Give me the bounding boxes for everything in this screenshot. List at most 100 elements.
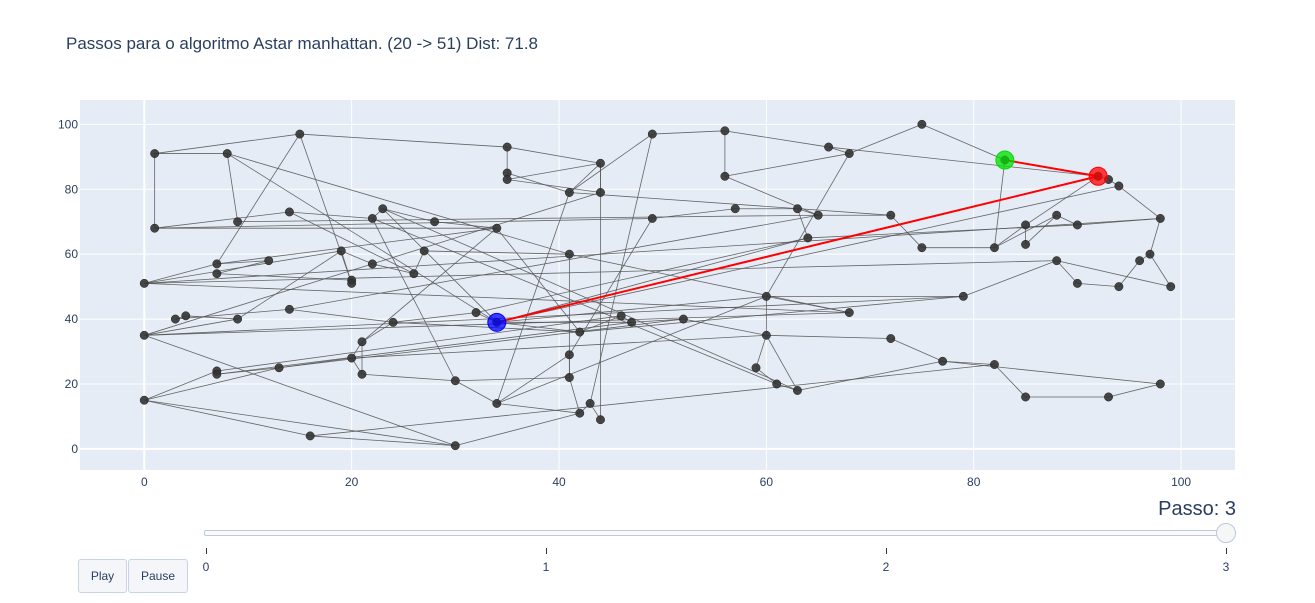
graph-edge (569, 192, 891, 216)
graph-edge (568, 377, 581, 414)
graph-node (139, 330, 149, 340)
graph-node (1155, 379, 1165, 389)
graph-node (471, 308, 481, 318)
graph-node (730, 204, 740, 214)
graph-edge (144, 367, 280, 401)
graph-edge (921, 123, 1005, 161)
graph-edge (289, 211, 373, 219)
graph-node (181, 311, 191, 321)
graph-edge (455, 377, 570, 382)
graph-node (347, 353, 357, 363)
graph-edge (144, 334, 456, 447)
graph-edge (1149, 218, 1161, 255)
x-tick-label: 100 (1171, 475, 1191, 489)
graph-node (1021, 392, 1031, 402)
graph-edges (144, 123, 1172, 447)
graph-node (627, 317, 637, 327)
current-node (1088, 166, 1108, 186)
graph-node (212, 269, 222, 279)
graph-node (720, 126, 730, 136)
pause-button[interactable]: Pause (128, 559, 188, 593)
graph-edge (507, 162, 601, 180)
graph-edge (216, 227, 497, 265)
graph-edge (216, 315, 622, 372)
graph-edge (890, 338, 943, 362)
graph-node (1145, 249, 1155, 259)
graph-node (139, 278, 149, 288)
graph-edge (382, 208, 498, 323)
path-segment (1004, 159, 1099, 178)
graph-edge (185, 315, 238, 320)
graph-edge (144, 263, 373, 336)
graph-node (647, 214, 657, 223)
graph-node (1166, 282, 1176, 292)
graph-edge (144, 218, 1161, 284)
graph-node (958, 291, 968, 301)
graph-edge (994, 224, 1026, 248)
graph-node (502, 142, 512, 152)
graph-edge (507, 172, 570, 193)
graph-node (222, 149, 232, 159)
graph-node (419, 246, 429, 256)
graph-edge (226, 153, 238, 222)
graph-node (575, 408, 585, 418)
graph-edge (724, 175, 819, 216)
graph-edge (279, 318, 684, 369)
graph-edge (766, 334, 891, 339)
graph-edge (724, 153, 850, 177)
graph-node (1021, 239, 1031, 249)
y-tick-label: 100 (58, 117, 78, 131)
graph-node (564, 350, 574, 360)
graph-edge (496, 295, 767, 323)
graph-edge (393, 312, 477, 323)
slider-rail[interactable] (204, 530, 1228, 536)
graph-node (1155, 214, 1165, 223)
slider-handle[interactable] (1216, 523, 1236, 543)
graph-edge (372, 218, 777, 385)
graph-node (170, 314, 180, 324)
graph-edge (424, 250, 570, 255)
graph-edge (1149, 253, 1172, 287)
graph-edge (496, 192, 570, 404)
graph-edge (1108, 383, 1161, 398)
graph-node (585, 399, 595, 408)
graph-node (564, 373, 574, 382)
graph-node (1072, 220, 1082, 230)
graph-edge (797, 208, 809, 239)
graph-edge (507, 146, 601, 164)
graph-edge (455, 380, 497, 404)
graph-edge (942, 360, 1161, 385)
graph-node (720, 171, 730, 181)
slider-tick-label: 0 (202, 560, 210, 574)
graph-node (917, 119, 927, 129)
graph-edge (724, 130, 829, 148)
goal-node (995, 150, 1015, 170)
graph-edge (1056, 260, 1078, 284)
x-tick-label: 40 (552, 475, 566, 489)
play-button[interactable]: Play (78, 559, 127, 593)
highlighted-nodes (487, 150, 1108, 332)
graph-node (378, 204, 388, 214)
step-value: 3 (1224, 498, 1236, 520)
graph-node (305, 431, 315, 441)
graph-edge (361, 321, 394, 343)
x-tick-label: 0 (141, 475, 148, 489)
graph-node (1021, 220, 1031, 230)
graph-edge (144, 370, 218, 401)
graph-node (409, 269, 419, 279)
graph-edge (372, 263, 414, 275)
graph-edge (994, 364, 1026, 398)
graph-node (357, 337, 367, 347)
y-tick-label: 80 (65, 182, 79, 196)
graph-edge (1118, 260, 1140, 287)
graph-node (1114, 181, 1124, 191)
graph-node (761, 330, 771, 340)
graph-edge (475, 237, 808, 313)
graph-node (886, 210, 896, 220)
graph-node (990, 360, 999, 369)
graph-node (367, 259, 377, 269)
graph-edge (1077, 282, 1119, 288)
graph-edge (144, 263, 217, 284)
step-slider[interactable] (204, 523, 1236, 543)
graph-node (938, 356, 948, 366)
